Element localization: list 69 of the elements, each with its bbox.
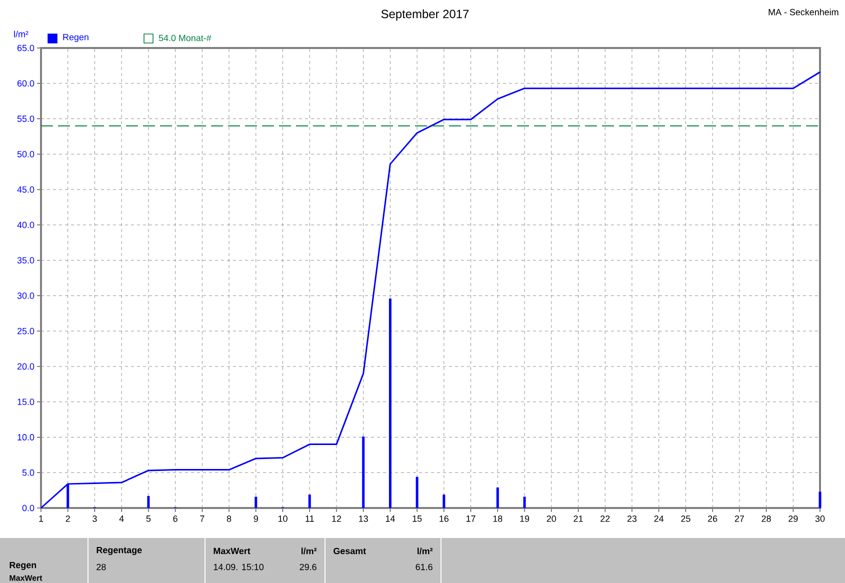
x-tick-label: 21	[574, 516, 583, 522]
x-tick-label: 23	[627, 516, 637, 522]
x-tick-label: 4	[119, 516, 124, 522]
x-tick-label: 19	[520, 516, 530, 522]
text: l/m²	[301, 548, 317, 554]
bar	[416, 476, 418, 508]
bar	[442, 494, 446, 508]
y-tick-label: 65.0	[17, 44, 34, 52]
x-tick-label: 1	[39, 516, 44, 522]
text: MaxWert	[214, 548, 250, 554]
x-tick-label: 20	[546, 516, 556, 522]
bar	[818, 492, 822, 508]
y-tick-label: 50.0	[17, 150, 34, 158]
x-tick-label: 14	[386, 516, 395, 522]
x-tick-label: 27	[734, 516, 744, 522]
x-tick-label: 28	[762, 516, 771, 522]
bar	[523, 496, 526, 508]
y-tick-label: 0.0	[22, 504, 34, 512]
text: MA - Seckenheim	[768, 8, 838, 16]
x-tick-label: 6	[173, 516, 178, 522]
y-axis-title: l/m²	[14, 30, 28, 38]
bar	[147, 496, 150, 508]
x-tick-label: 8	[226, 516, 232, 522]
bar	[388, 298, 392, 508]
text: l/m²	[417, 548, 433, 554]
x-tick-label: 10	[278, 516, 288, 522]
bar	[254, 496, 258, 508]
y-tick-label: 45.0	[17, 186, 34, 193]
text: 61.6	[416, 564, 432, 570]
x-tick-label: 12	[332, 516, 342, 522]
y-tick-label: 20.0	[17, 363, 34, 370]
x-tick-label: 13	[359, 516, 368, 522]
x-tick-label: 3	[92, 516, 97, 522]
y-tick-label: 25.0	[17, 328, 34, 334]
y-tick-label: 15.0	[18, 398, 34, 406]
y-tick-label: 60.0	[17, 80, 34, 87]
text: Regen	[10, 562, 36, 570]
x-tick-label: 17	[466, 516, 476, 522]
legend-label: 54.0 Monat-#	[158, 34, 212, 42]
y-tick-label: 35.0	[17, 257, 34, 264]
y-tick-label: 10.0	[18, 434, 34, 440]
text: Regentage	[96, 546, 142, 556]
text: 28	[96, 564, 106, 570]
x-tick-label: 11	[306, 516, 314, 522]
text: 29.6	[300, 564, 316, 570]
bar	[308, 494, 311, 508]
y-tick-label: 40.0	[17, 222, 34, 228]
y-tick-label: 5.0	[22, 469, 34, 476]
chart-title: September 2017	[381, 9, 469, 21]
x-tick-label: 29	[788, 516, 798, 522]
x-tick-label: 18	[493, 516, 502, 522]
x-tick-label: 25	[681, 516, 690, 522]
x-tick-label: 24	[654, 516, 664, 522]
bar	[362, 436, 365, 508]
x-tick-label: 26	[708, 516, 718, 522]
bar	[496, 487, 499, 508]
x-tick-label: 22	[600, 516, 610, 522]
y-tick-label: 55.0	[17, 116, 34, 122]
text: Gesamt	[334, 548, 366, 554]
x-tick-label: 15	[412, 516, 422, 522]
x-tick-label: 9	[254, 516, 258, 522]
x-tick-label: 30	[815, 516, 825, 522]
x-tick-label: 16	[440, 516, 449, 522]
x-tick-label: 2	[66, 516, 70, 522]
x-tick-label: 7	[200, 516, 204, 522]
legend-label: Regen	[63, 34, 88, 42]
y-tick-label: 30.0	[17, 292, 34, 299]
text: 14.09. 15:10	[214, 564, 264, 570]
x-tick-label: 5	[146, 516, 151, 522]
